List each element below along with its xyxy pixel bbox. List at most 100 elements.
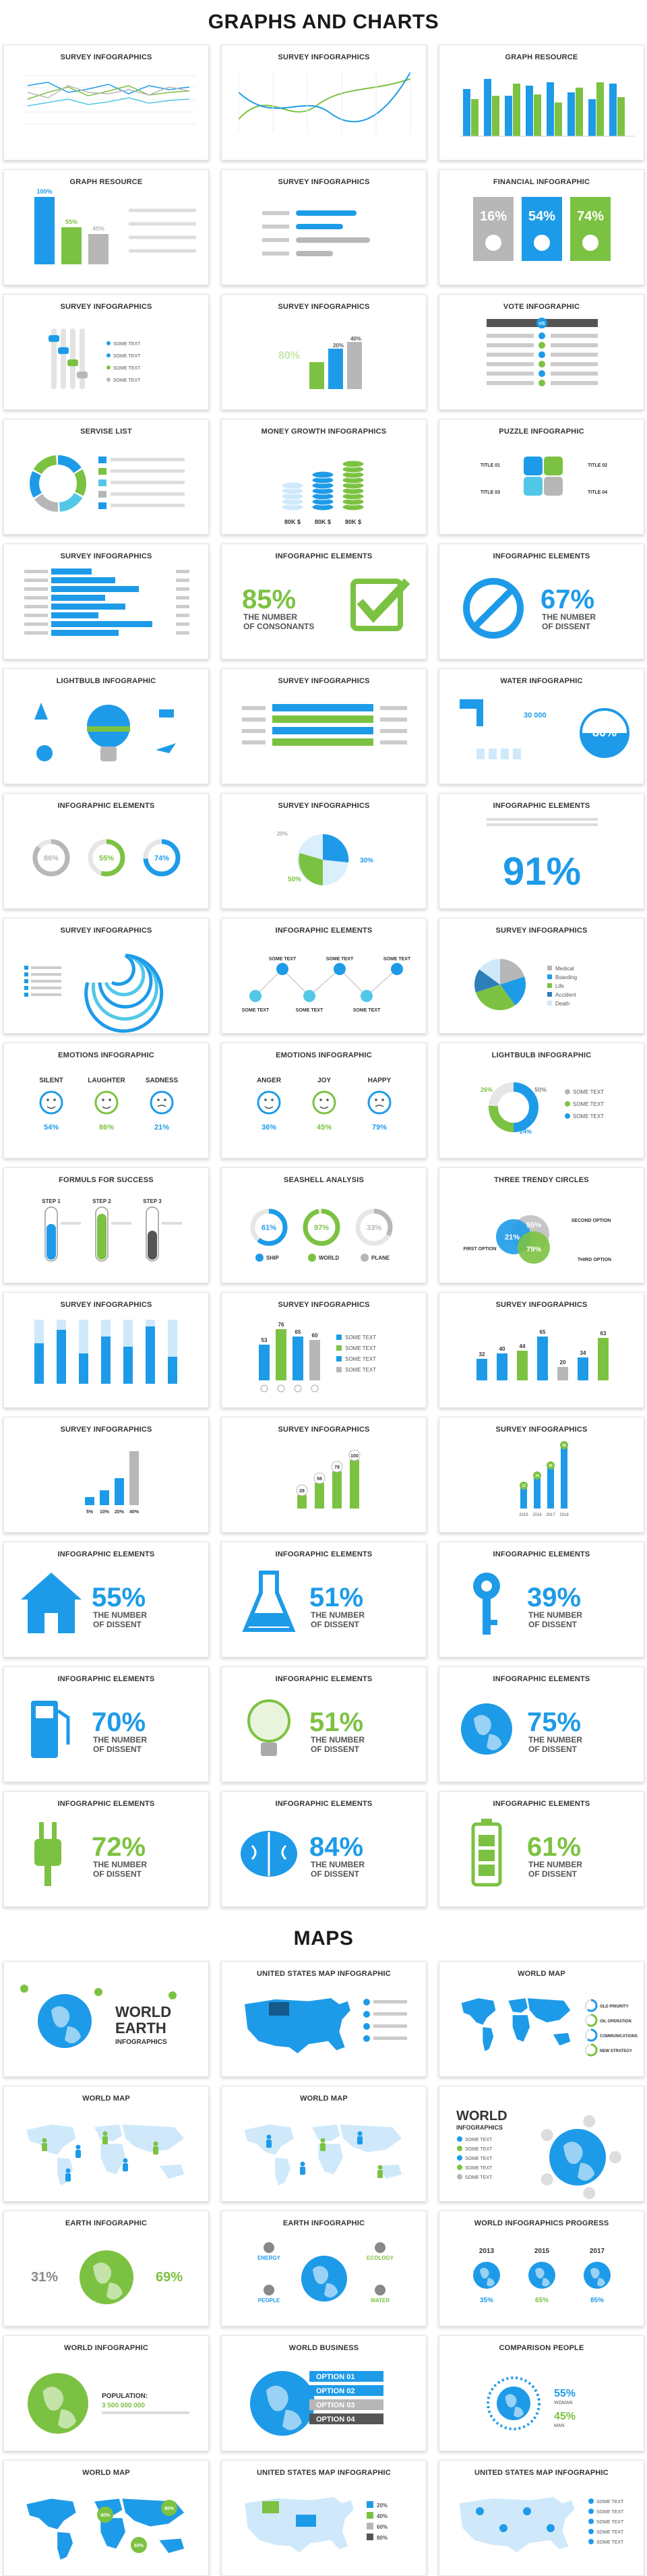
card-title: WORLD MAP: [82, 2469, 130, 2477]
infographic-card[interactable]: THREE TRENDY CIRCLES 55% 21% 79% FIRST OPTIO…: [439, 1167, 644, 1283]
infographic-card[interactable]: SURVEY INFOGRAPHICS 29 56 79 100: [221, 1417, 427, 1533]
infographic-card[interactable]: VOTE INFOGRAPHIC VS: [439, 294, 644, 410]
infographic-card[interactable]: SURVEY INFOGRAPHICS 20% 50% 30%: [221, 793, 427, 909]
ring-arc: [355, 1208, 393, 1246]
infographic-card[interactable]: WATER INFOGRAPHIC 30 000 80%: [439, 668, 644, 784]
continent-asia: [122, 2124, 185, 2153]
infographic-card[interactable]: SURVEY INFOGRAPHICS: [221, 45, 427, 160]
infographic-card[interactable]: SURVEY INFOGRAPHICS: [221, 169, 427, 285]
infographic-card[interactable]: UNITED STATES MAP INFOGRAPHIC 20% 40% 60% 80…: [221, 2460, 427, 2576]
infographic-card[interactable]: SURVEY INFOGRAPHICS SOME TEXT SOME TEXT SOM…: [3, 294, 209, 410]
infographic-card[interactable]: INFOGRAPHIC ELEMENTS 86% 55% 74%: [3, 793, 209, 909]
infographic-card[interactable]: PUZZLE INFOGRAPHIC TITLE 01 TITLE 02 TITLE …: [439, 419, 644, 535]
hbar: [296, 251, 333, 256]
bar: [534, 94, 541, 136]
option-label: WORLD: [319, 1255, 339, 1261]
infographic-card[interactable]: FINANCIAL INFOGRAPHIC 16% 54% 74%: [439, 169, 644, 285]
continent-shape: [266, 2385, 302, 2430]
infographic-card[interactable]: EMOTIONS INFOGRAPHIC SILENT 54% LAUGHTER 86%…: [3, 1043, 209, 1159]
infographic-card[interactable]: SURVEY INFOGRAPHICS Medical Boarding Life Ac…: [439, 918, 644, 1034]
infographic-card[interactable]: GRAPH RESOURCE: [439, 45, 644, 160]
bar: [259, 1345, 270, 1380]
infographic-card[interactable]: WORLD INFOGRAPHICS SOME TEXT SOME TEXT SOME …: [439, 2086, 644, 2202]
infographic-card[interactable]: INFOGRAPHIC ELEMENTS 39% THE NUMBER OF DISS…: [439, 1542, 644, 1658]
infographic-card[interactable]: INFOGRAPHIC ELEMENTS 51% THE NUMBER OF DISS…: [221, 1542, 427, 1658]
face-eye: [271, 1099, 274, 1101]
text-placeholder: [373, 2037, 407, 2040]
infographic-card[interactable]: SEASHELL ANALYSIS 61% SHIP 97% WORLD 33% PLANE: [221, 1167, 427, 1283]
pie-slice: [475, 985, 516, 1010]
legend-text: SOME TEXT: [465, 2138, 493, 2142]
infographic-card[interactable]: GRAPH RESOURCE 100% 55% 45%: [3, 169, 209, 285]
infographic-card[interactable]: INFOGRAPHIC ELEMENTS 70% THE NUMBER OF DISS…: [3, 1666, 209, 1782]
infographic-card[interactable]: COMPARISON PEOPLE 55% WOMAN 45% MAN: [439, 2335, 644, 2451]
infographic-card[interactable]: WORLD BUSINESS OPTION 01 OPTION 02 OPTION 0…: [221, 2335, 427, 2451]
maps-grid: WORLD EARTH INFOGRAPHICS UNITED STATES MAP …: [0, 1961, 647, 2576]
infographic-card[interactable]: SURVEY INFOGRAPHICS 5% 10% 20% 40%: [3, 1417, 209, 1533]
face-icon: [257, 1090, 281, 1115]
infographic-card[interactable]: WORLD EARTH INFOGRAPHICS: [3, 1961, 209, 2077]
infographic-card[interactable]: WORLD INFOGRAPHICS PROGRESS 2013 35% 2015 65…: [439, 2211, 644, 2326]
infographic-card[interactable]: UNITED STATES MAP INFOGRAPHIC: [221, 1961, 427, 2077]
infographic-card[interactable]: WORLD MAP OLD PRIORITY OIL OPERATION COMMUN…: [439, 1961, 644, 2077]
infographic-card[interactable]: INFOGRAPHIC ELEMENTS 84% THE NUMBER OF DISS…: [221, 1791, 427, 1907]
infographic-card[interactable]: EARTH INFOGRAPHIC 31% 69%: [3, 2211, 209, 2326]
continent-europe: [508, 1998, 528, 2013]
infographic-card[interactable]: INFOGRAPHIC ELEMENTS SOME TEXT SOME TEXT SO…: [221, 918, 427, 1034]
infographic-card[interactable]: SURVEY INFOGRAPHICS: [3, 918, 209, 1034]
bar-icon: [311, 1384, 319, 1393]
subtitle-text: THE NUMBER: [528, 1610, 582, 1620]
text-placeholder: [24, 605, 48, 608]
infographic-card[interactable]: SURVEY INFOGRAPHICS 12 2015 24 2016 36 2017 48 2…: [439, 1417, 644, 1533]
bar-value: 79: [334, 1465, 340, 1470]
bar: [309, 1340, 320, 1380]
bar-value: 36: [549, 1464, 553, 1468]
infographic-card[interactable]: FORMULS FOR SUCCESS STEP 1 STEP 2 STEP 3: [3, 1167, 209, 1283]
infographic-card[interactable]: SURVEY INFOGRAPHICS 53 76 65 60 SOME TEXT SOME…: [221, 1292, 427, 1408]
infographic-card[interactable]: SURVEY INFOGRAPHICS: [3, 544, 209, 660]
text-placeholder: [262, 238, 289, 242]
infographic-card[interactable]: SURVEY INFOGRAPHICS 32 40 44 65 20 34 63: [439, 1292, 644, 1408]
infographic-card[interactable]: WORLD MAP 40% 80% 60%: [3, 2460, 209, 2576]
infographic-card[interactable]: INFOGRAPHIC ELEMENTS 61% THE NUMBER OF DISS…: [439, 1791, 644, 1907]
infographic-card[interactable]: EMOTIONS INFOGRAPHIC ANGER 36% JOY 45% HAPPY 7…: [221, 1043, 427, 1159]
infographic-card[interactable]: INFOGRAPHIC ELEMENTS 72% THE NUMBER OF DISS…: [3, 1791, 209, 1907]
legend-text: OLD PRIORITY: [600, 2005, 629, 2009]
infographic-card[interactable]: WORLD INFOGRAPHIC POPULATION: 3 500 000 00…: [3, 2335, 209, 2451]
bar-value: 40: [499, 1346, 505, 1352]
continent-south-america: [275, 2157, 291, 2186]
infographic-card[interactable]: INFOGRAPHIC ELEMENTS 91%: [439, 793, 644, 909]
hbar: [51, 577, 115, 583]
infographic-card[interactable]: WORLD MAP: [3, 2086, 209, 2202]
infographic-card[interactable]: WORLD MAP: [221, 2086, 427, 2202]
infographic-card[interactable]: SERVISE LIST: [3, 419, 209, 535]
infographic-card[interactable]: SURVEY INFOGRAPHICS: [3, 45, 209, 160]
infographic-card[interactable]: SURVEY INFOGRAPHICS: [221, 668, 427, 784]
infographic-card[interactable]: EARTH INFOGRAPHIC ENERGY ECOLOGY PEOPLE WATE…: [221, 2211, 427, 2326]
globe-icon: [36, 745, 53, 761]
pie-slice: [500, 959, 525, 985]
continent-north-america: [26, 2498, 76, 2529]
infographic-card[interactable]: INFOGRAPHIC ELEMENTS 55% THE NUMBER OF DISS…: [3, 1542, 209, 1658]
vote-bar-left: [487, 372, 534, 376]
infographic-card[interactable]: MONEY GROWTH INFOGRAPHICS 80K $ 80K $ 80K $: [221, 419, 427, 535]
infographic-card[interactable]: INFOGRAPHIC ELEMENTS 67% THE NUMBER OF DISS…: [439, 544, 644, 660]
pie-slice: [299, 853, 323, 885]
infographic-card[interactable]: INFOGRAPHIC ELEMENTS 85% THE NUMBER OF CONS…: [221, 544, 427, 660]
bar: [588, 99, 596, 136]
infographic-card[interactable]: UNITED STATES MAP INFOGRAPHIC SOME TEXT SO…: [439, 2460, 644, 2576]
infographic-card[interactable]: SURVEY INFOGRAPHICS: [3, 1292, 209, 1408]
infographic-card[interactable]: SURVEY INFOGRAPHICS 80% 20% 40%: [221, 294, 427, 410]
infographic-card[interactable]: LIGHTBULB INFOGRAPHIC 26% 50% 24% SOME TEXT S…: [439, 1043, 644, 1159]
subtitle-text: THE NUMBER: [311, 1860, 365, 1869]
infographic-card[interactable]: INFOGRAPHIC ELEMENTS 51% THE NUMBER OF DISS…: [221, 1666, 427, 1782]
infographic-card[interactable]: LIGHTBULB INFOGRAPHIC: [3, 668, 209, 784]
bar: [617, 97, 625, 136]
bar: [123, 1347, 133, 1384]
infographic-card[interactable]: INFOGRAPHIC ELEMENTS 75% THE NUMBER OF DISS…: [439, 1666, 644, 1782]
finance-card: [570, 197, 611, 261]
bar-value: 12: [522, 1484, 526, 1488]
card-title: INFOGRAPHIC ELEMENTS: [275, 1550, 373, 1558]
card-graphic: OPTION 01 OPTION 02 OPTION 03 OPTION 04: [250, 2371, 383, 2436]
